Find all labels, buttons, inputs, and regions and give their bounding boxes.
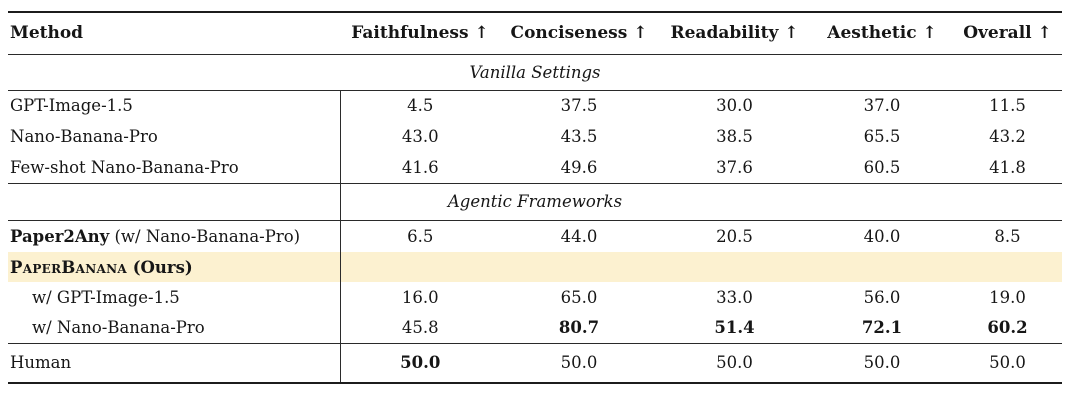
value-cell: 45.8 — [340, 312, 500, 344]
table-row-fewshot-nano-banana: Few-shot Nano-Banana-Pro 41.6 49.6 37.6 … — [8, 152, 1062, 184]
method-name-suffix: (w/ Nano-Banana-Pro) — [109, 226, 301, 246]
section-label-agentic-frameworks: Agentic Frameworks — [447, 192, 623, 211]
section-cell-vanilla: Vanilla Settings — [8, 54, 1062, 91]
section-row-vanilla-settings: Vanilla Settings — [8, 54, 1062, 91]
column-header-readability: Readability ↑ — [658, 12, 811, 55]
value-cell-best: 51.4 — [658, 312, 811, 344]
value-cell: 50.0 — [989, 353, 1026, 373]
method-cell-gpt-image: GPT-Image-1.5 — [8, 90, 341, 121]
value-cell: 44.0 — [560, 226, 598, 246]
value-cell: 37.0 — [863, 96, 901, 116]
value-cell-best: 72.1 — [811, 312, 953, 344]
value-cell: 43.5 — [560, 127, 598, 146]
value-cell: 56.0 — [863, 287, 901, 307]
table-row-paper2any: Paper2Any (w/ Nano-Banana-Pro) 6.5 44.0 … — [8, 220, 1062, 252]
method-cell-fewshot: Few-shot Nano-Banana-Pro — [8, 152, 341, 184]
method-name-smallcaps: PaperBanana — [10, 257, 127, 277]
value-cell: 65.0 — [560, 287, 598, 307]
method-name-ours-suffix: (Ours) — [126, 257, 193, 277]
value-cell: 11.5 — [989, 96, 1026, 116]
value-cell-best: 80.7 — [500, 312, 658, 344]
section-label-vanilla-settings: Vanilla Settings — [469, 62, 601, 82]
value-cell: 37.5 — [560, 96, 598, 116]
value-cell: 50.0 — [863, 353, 901, 373]
section-row-agentic-frameworks: Agentic Frameworks — [8, 183, 1062, 221]
value-cell: 43.0 — [401, 127, 439, 146]
method-cell-ours-nano: w/ Nano-Banana-Pro — [8, 312, 341, 344]
method-cell-paperbanana: PaperBanana (Ours) — [8, 252, 341, 282]
section-cell-agentic: Agentic Frameworks — [8, 183, 1062, 221]
value-cell: 30.0 — [716, 96, 753, 116]
value-cell: 6.5 — [407, 226, 434, 246]
value-cell: 4.5 — [407, 96, 434, 116]
table-row-gpt-image: GPT-Image-1.5 4.5 37.5 30.0 37.0 11.5 — [8, 90, 1062, 121]
column-header-method: Method — [8, 12, 340, 55]
value-cell-best: 60.2 — [953, 312, 1062, 344]
evaluation-results-table: Method Faithfulness ↑ Conciseness ↑ Read… — [8, 11, 1062, 384]
value-cell: 50.0 — [716, 353, 753, 373]
table-row-paperbanana-ours: PaperBanana (Ours) — [8, 252, 1062, 282]
value-cell: 20.5 — [716, 226, 753, 246]
value-cell: 65.5 — [863, 127, 901, 146]
method-cell-ours-gpt: w/ GPT-Image-1.5 — [8, 282, 341, 312]
column-header-aesthetic: Aesthetic ↑ — [811, 12, 953, 55]
value-cell: 37.6 — [658, 152, 811, 184]
table-row-ours-gpt-image: w/ GPT-Image-1.5 16.0 65.0 33.0 56.0 19.… — [8, 282, 1062, 312]
method-name-bold: Paper2Any — [10, 226, 110, 246]
table-row-human: Human 50.0 50.0 50.0 50.0 50.0 — [8, 343, 1062, 383]
table-row-nano-banana: Nano-Banana-Pro 43.0 43.5 38.5 65.5 43.2 — [8, 121, 1062, 152]
table-header-row: Method Faithfulness ↑ Conciseness ↑ Read… — [8, 12, 1062, 55]
value-cell: 41.8 — [953, 152, 1062, 184]
column-header-overall: Overall ↑ — [953, 12, 1062, 55]
value-cell: 33.0 — [716, 287, 753, 307]
value-cell: 19.0 — [989, 287, 1026, 307]
value-cell: 43.2 — [989, 127, 1026, 146]
value-cell: 50.0 — [560, 353, 598, 373]
value-cell: 40.0 — [863, 226, 901, 246]
value-cell: 8.5 — [994, 226, 1021, 246]
method-cell-paper2any: Paper2Any (w/ Nano-Banana-Pro) — [8, 220, 341, 252]
column-divider-line — [340, 183, 342, 220]
value-cell-best: 50.0 — [400, 353, 441, 373]
method-cell-nano-banana: Nano-Banana-Pro — [8, 121, 341, 152]
method-cell-human: Human — [8, 343, 341, 383]
value-cell: 60.5 — [811, 152, 953, 184]
highlight-row-empty-cells — [340, 252, 1062, 282]
column-header-conciseness: Conciseness ↑ — [500, 12, 658, 55]
table-row-ours-nano-banana: w/ Nano-Banana-Pro 45.8 80.7 51.4 72.1 6… — [8, 312, 1062, 344]
value-cell: 41.6 — [340, 152, 500, 184]
value-cell: 16.0 — [401, 287, 439, 307]
column-header-faithfulness: Faithfulness ↑ — [340, 12, 500, 55]
value-cell: 49.6 — [500, 152, 658, 184]
value-cell: 38.5 — [716, 127, 753, 146]
